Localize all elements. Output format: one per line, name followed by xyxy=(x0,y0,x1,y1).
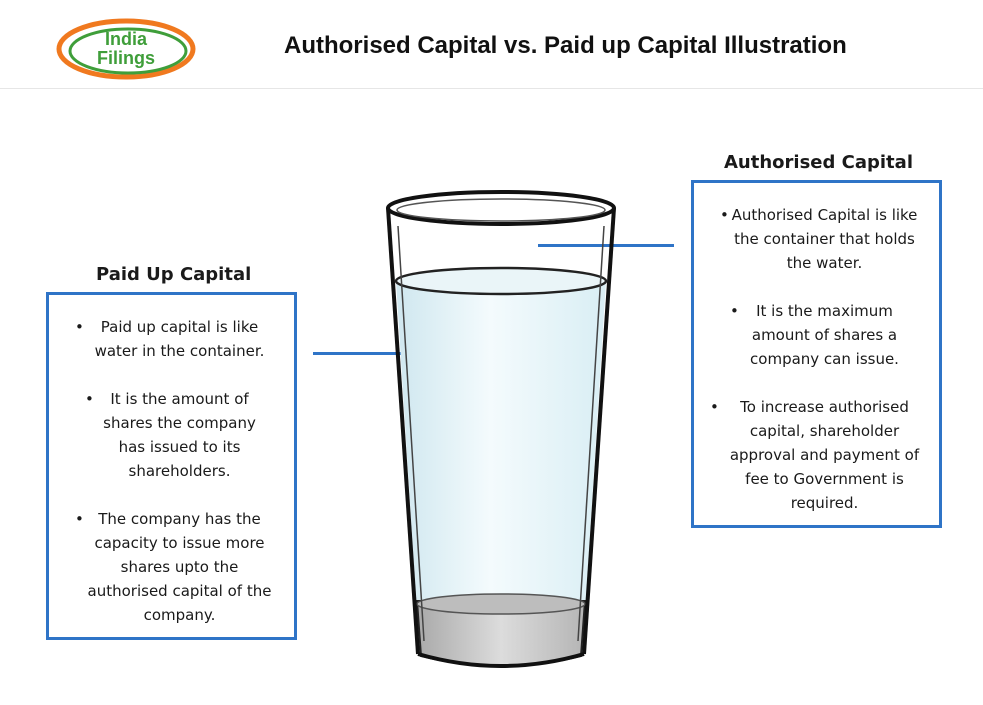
authorised-heading: Authorised Capital xyxy=(724,152,913,173)
page-title: Authorised Capital vs. Paid up Capital I… xyxy=(284,32,847,59)
authorised-bullet-2: • It is the maximum amount of shares a c… xyxy=(730,302,899,368)
paid-up-bullet-1-text: Paid up capital is like water in the con… xyxy=(94,318,265,360)
paid-up-bullet-1: • Paid up capital is like water in the c… xyxy=(75,318,265,360)
paid-up-bullet-2: • It is the amount of shares the company… xyxy=(85,390,256,480)
authorised-box: • Authorised Capital is like the contain… xyxy=(691,180,942,528)
paid-up-connector-line xyxy=(313,352,469,355)
header-divider xyxy=(0,88,983,89)
paid-up-bullet-3-text: The company has the capacity to issue mo… xyxy=(87,510,272,624)
authorised-bullet-2-text: It is the maximum amount of shares a com… xyxy=(750,302,899,368)
glass-rim xyxy=(386,190,616,226)
authorised-bullet-1-text: Authorised Capital is like the container… xyxy=(731,206,918,272)
authorised-bullet-3: • To increase authorised capital, shareh… xyxy=(710,398,920,512)
paid-up-heading: Paid Up Capital xyxy=(96,264,252,285)
paid-up-bullet-3: • The company has the capacity to issue … xyxy=(75,510,272,624)
water-fill xyxy=(396,281,606,614)
water-surface xyxy=(394,266,608,296)
water-glass-illustration xyxy=(380,186,620,676)
paid-up-box: • Paid up capital is like water in the c… xyxy=(46,292,297,640)
paid-up-bullet-2-text: It is the amount of shares the company h… xyxy=(103,390,256,480)
logo-line1: India xyxy=(105,29,148,49)
authorised-bullet-3-text: To increase authorised capital, sharehol… xyxy=(729,398,920,512)
authorised-connector-line xyxy=(538,244,674,247)
authorised-bullet-1: • Authorised Capital is like the contain… xyxy=(720,206,918,272)
indiafilings-logo: India Filings xyxy=(56,18,196,80)
logo-line2: Filings xyxy=(97,48,155,68)
